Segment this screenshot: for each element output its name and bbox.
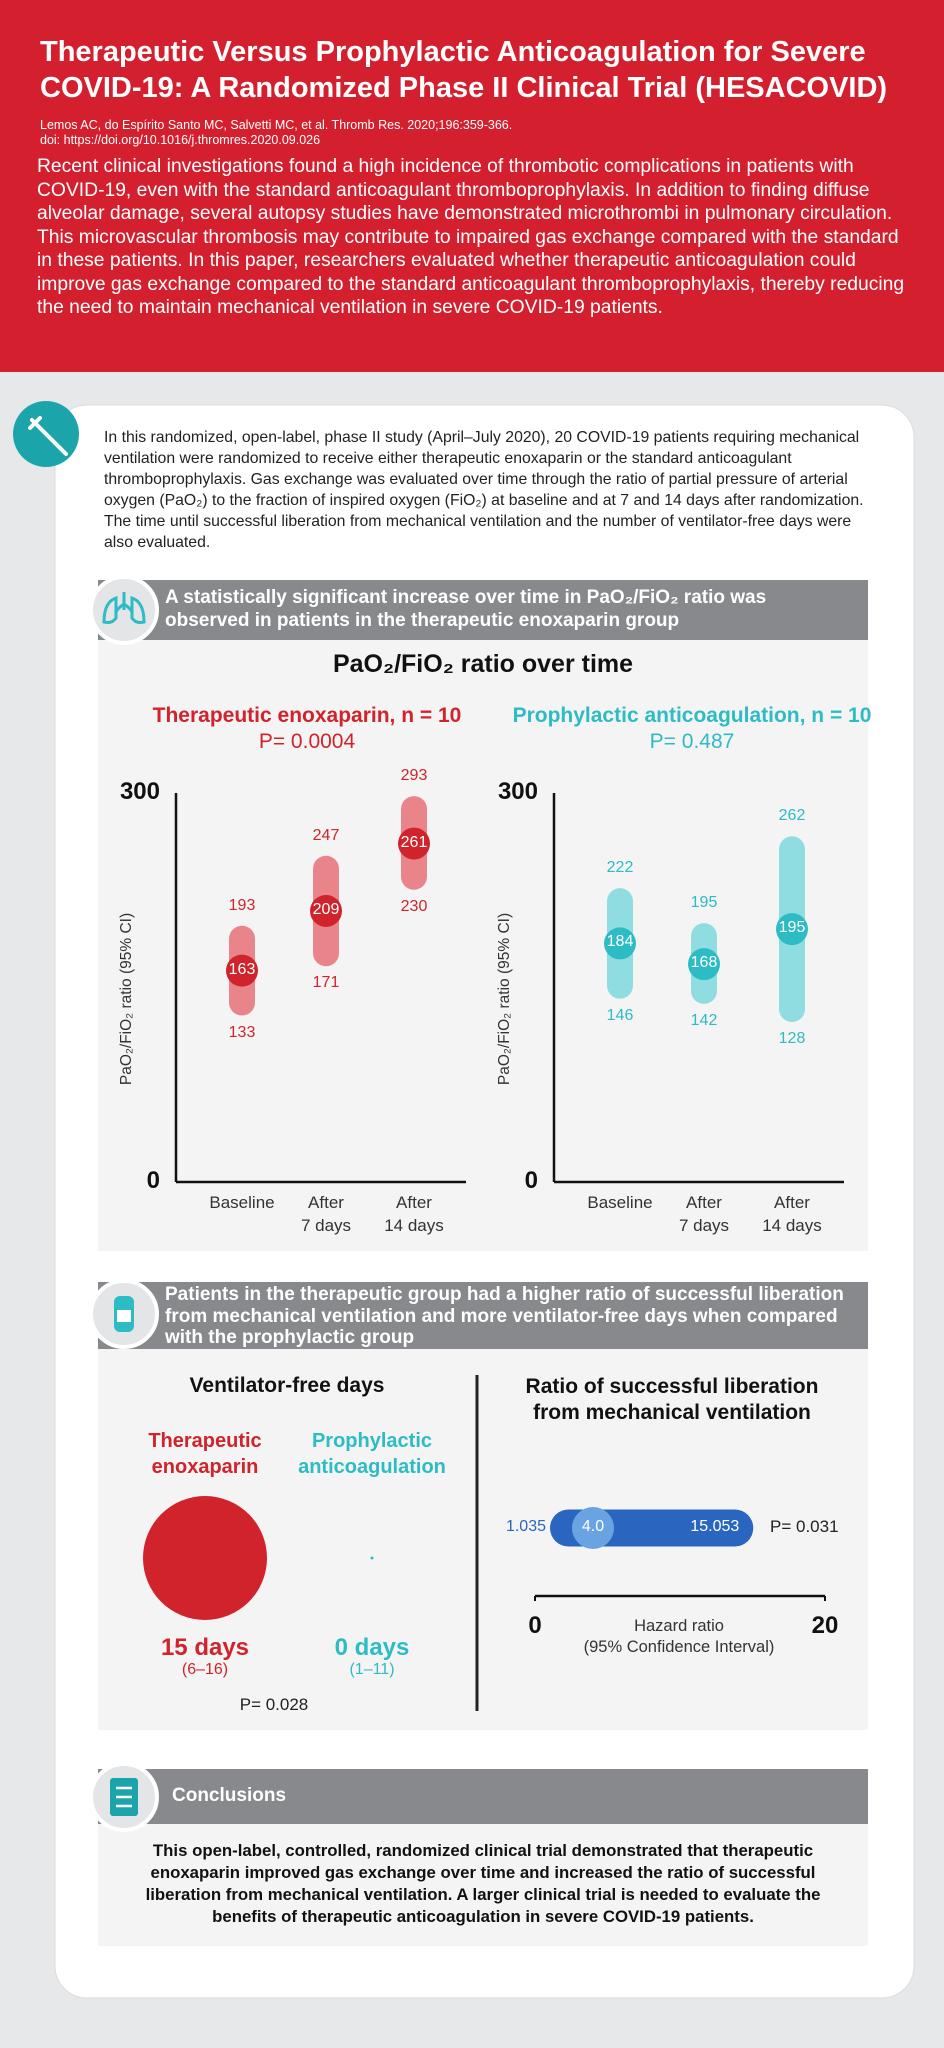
- p-value: P= 0.028: [239, 1695, 309, 1714]
- point: [398, 827, 430, 860]
- value-label: 209: [312, 900, 340, 918]
- upper-label: 247: [312, 826, 340, 844]
- upper-label: 195: [690, 894, 718, 912]
- header-band: [0, 0, 944, 372]
- range-label: (6–16): [181, 1661, 229, 1678]
- value-label: 163: [228, 960, 256, 978]
- lower-label: 133: [228, 1023, 256, 1041]
- category-label: Prophylactic anticoagulation: [298, 1430, 446, 1478]
- bubble: [143, 1496, 267, 1620]
- y-axis-label: PaO₂/FiO₂ ratio (95% CI): [118, 912, 135, 1085]
- doi: doi: https://doi.org/10.1016/j.thromres.…: [40, 133, 321, 147]
- chart-title: Ventilator-free days: [189, 1374, 385, 1397]
- value-label: 15 days: [160, 1634, 250, 1661]
- section-bar: [98, 580, 868, 640]
- y-tick-label: 300: [119, 778, 160, 805]
- y-tick-label: 0: [146, 1167, 160, 1194]
- point: [310, 894, 342, 927]
- y-tick-label: 0: [524, 1167, 538, 1194]
- syringe-glyph: [28, 416, 68, 456]
- x-tick-label: After 7 days: [300, 1193, 352, 1235]
- oxygen-glyph: [117, 1310, 131, 1322]
- section-heading: Patients in the therapeutic group had a …: [165, 1284, 844, 1348]
- category-label: Therapeutic enoxaparin: [148, 1430, 262, 1478]
- value-label: 168: [690, 954, 718, 972]
- x-tick-label: After 7 days: [678, 1193, 730, 1235]
- panel: [98, 640, 868, 1251]
- point: [604, 927, 636, 960]
- clipboard-glyph: [116, 1786, 132, 1808]
- value-label: 0 days: [334, 1634, 410, 1661]
- lower-label: 171: [312, 974, 340, 992]
- point: [776, 913, 808, 946]
- section-bar: [98, 1769, 868, 1824]
- series-title: Prophylactic anticoagulation, n = 10: [512, 704, 872, 727]
- value-label: 184: [606, 933, 634, 951]
- intro: In this randomized, open-label, phase II…: [104, 429, 864, 551]
- point: [572, 1507, 614, 1549]
- y-axis-label: PaO₂/FiO₂ ratio (95% CI): [496, 912, 513, 1085]
- p-value: P= 0.487: [649, 730, 735, 753]
- section-heading: Conclusions: [172, 1785, 287, 1806]
- y-tick-label: 300: [497, 778, 538, 805]
- lower-label: 128: [778, 1030, 806, 1048]
- value-label: 4.0: [581, 1518, 605, 1535]
- lower-label: 1.035: [505, 1518, 546, 1535]
- upper-label: 193: [228, 896, 256, 914]
- value-label: 261: [400, 833, 428, 851]
- lungs-glyph: [102, 592, 146, 624]
- series-title: Therapeutic enoxaparin, n = 10: [152, 704, 462, 727]
- conclusions-text: This open-label, controlled, randomized …: [145, 1841, 821, 1926]
- x-tick-label: After 14 days: [384, 1193, 444, 1235]
- p-value: P= 0.031: [770, 1517, 839, 1536]
- lower-label: 146: [606, 1006, 634, 1024]
- value-label: 195: [778, 919, 806, 937]
- chart-title: Ratio of successful liberation from mech…: [525, 1375, 819, 1424]
- x-tick-label: Baseline: [209, 1193, 275, 1212]
- lower-label: 230: [400, 897, 428, 915]
- bubble: [370, 1556, 374, 1560]
- upper-label: 15.053: [690, 1518, 740, 1535]
- range-label: (1–11): [349, 1661, 395, 1678]
- lower-label: 142: [690, 1011, 718, 1029]
- upper-label: 222: [606, 859, 634, 877]
- x-tick-label: Baseline: [587, 1193, 653, 1212]
- x-tick-label: After 14 days: [762, 1193, 822, 1235]
- x-tick-label: 0: [528, 1612, 542, 1639]
- upper-label: 293: [400, 767, 428, 785]
- upper-label: 262: [778, 807, 806, 825]
- x-axis-label: Hazard ratio (95% Confidence Interval): [583, 1617, 775, 1656]
- title: Therapeutic Versus Prophylactic Anticoag…: [40, 36, 888, 104]
- x-tick-label: 20: [811, 1612, 839, 1639]
- citation: Lemos AC, do Espírito Santo MC, Salvetti…: [40, 118, 513, 132]
- section-bar: [98, 1282, 868, 1349]
- section-heading: A statistically significant increase ove…: [165, 587, 767, 631]
- point: [226, 954, 258, 987]
- p-value: P= 0.0004: [258, 730, 356, 753]
- chart-title: PaO₂/FiO₂ ratio over time: [332, 650, 634, 678]
- summary: Recent clinical investigations found a h…: [37, 156, 905, 318]
- panel: [98, 1824, 868, 1946]
- point: [688, 948, 720, 981]
